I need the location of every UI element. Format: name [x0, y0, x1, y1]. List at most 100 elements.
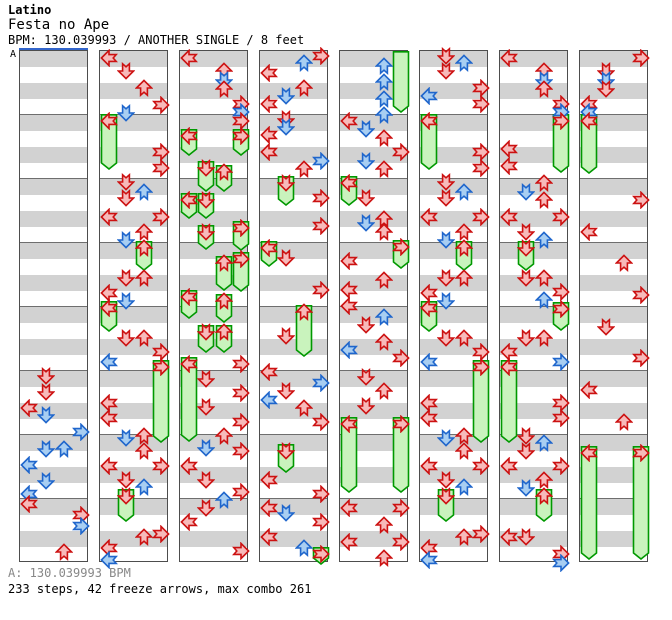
note-arrow-down: [37, 383, 56, 401]
note-arrow-down: [277, 327, 296, 345]
note-arrow-down: [357, 316, 376, 334]
note-arrow-down: [517, 427, 536, 445]
note-arrow-up: [454, 329, 473, 347]
note-arrow-up: [294, 539, 313, 557]
note-arrow-left: [100, 409, 118, 427]
note-arrow-left: [100, 457, 118, 475]
category-title: Latino: [8, 3, 52, 17]
note-arrow-up: [294, 399, 313, 417]
note-arrow-up: [54, 543, 73, 561]
note-arrow-right: [231, 112, 250, 130]
note-arrow-right: [631, 349, 650, 367]
note-arrow-left: [500, 49, 518, 67]
note-arrow-left: [180, 288, 198, 306]
note-arrow-down: [277, 442, 296, 460]
note-arrow-left: [20, 399, 38, 417]
note-arrow-down: [357, 152, 376, 170]
note-arrow-down: [437, 189, 456, 207]
note-arrow-right: [471, 143, 490, 161]
note-arrow-down: [117, 471, 136, 489]
freeze-arrow-body: [100, 114, 118, 170]
note-arrow-up: [614, 413, 633, 431]
section-label: A: [10, 49, 17, 60]
note-arrow-right: [551, 554, 570, 572]
measure-column: [579, 49, 650, 562]
note-arrow-right: [471, 358, 490, 376]
note-arrow-right: [311, 374, 330, 392]
note-arrow-right: [311, 189, 330, 207]
note-arrow-right: [71, 517, 90, 535]
note-arrow-left: [580, 444, 598, 462]
note-arrow-down: [197, 471, 216, 489]
note-arrow-left: [260, 239, 278, 257]
note-arrow-left: [420, 284, 438, 302]
freeze-arrow-body: [180, 357, 198, 442]
note-arrow-right: [391, 143, 410, 161]
note-arrow-down: [517, 269, 536, 287]
note-arrow-left: [100, 394, 118, 412]
note-arrow-up: [374, 223, 393, 241]
footer-bpm-text: A: 130.039993 BPM: [8, 566, 131, 580]
note-arrow-down: [597, 62, 616, 80]
note-arrow-down: [517, 329, 536, 347]
note-arrow-up: [374, 210, 393, 228]
note-arrow-left: [260, 391, 278, 409]
note-arrow-down: [197, 499, 216, 517]
note-arrow-down: [197, 323, 216, 341]
note-arrow-left: [20, 456, 38, 474]
note-arrow-left: [100, 299, 118, 317]
note-arrow-left: [100, 208, 118, 226]
freeze-arrow-body: [580, 446, 598, 560]
note-arrow-down: [37, 472, 56, 490]
note-arrow-left: [260, 471, 278, 489]
note-arrow-up: [374, 549, 393, 567]
note-arrow-up: [214, 491, 233, 509]
measure-column: [499, 49, 570, 572]
freeze-arrow-body: [392, 51, 410, 113]
note-arrow-right: [311, 413, 330, 431]
note-arrow-up: [214, 427, 233, 445]
note-arrow-left: [340, 297, 358, 315]
note-arrow-down: [357, 214, 376, 232]
note-arrow-left: [20, 495, 38, 513]
note-arrow-down: [197, 191, 216, 209]
note-arrow-up: [134, 478, 153, 496]
note-arrow-down: [437, 231, 456, 249]
note-arrow-right: [151, 457, 170, 475]
note-arrow-up: [534, 269, 553, 287]
note-arrow-right: [471, 208, 490, 226]
note-arrow-up: [214, 292, 233, 310]
note-arrow-left: [420, 353, 438, 371]
note-arrow-up: [134, 239, 153, 257]
note-arrow-up: [134, 528, 153, 546]
note-arrow-right: [471, 457, 490, 475]
note-arrow-right: [311, 47, 330, 65]
measure-column: [259, 47, 330, 565]
note-arrow-down: [117, 231, 136, 249]
note-arrow-left: [260, 528, 278, 546]
note-arrow-up: [454, 239, 473, 257]
freeze-arrow-body: [152, 360, 170, 443]
note-arrow-left: [340, 533, 358, 551]
freeze-arrow-body: [472, 360, 490, 443]
note-arrow-right: [231, 384, 250, 402]
note-arrow-right: [471, 79, 490, 97]
note-arrow-right: [151, 208, 170, 226]
song-meta: BPM: 130.039993 / ANOTHER SINGLE / 8 fee…: [8, 33, 305, 47]
note-arrow-right: [391, 349, 410, 367]
note-arrow-down: [37, 367, 56, 385]
note-arrow-up: [374, 90, 393, 108]
note-arrow-up: [454, 223, 473, 241]
note-arrow-left: [260, 363, 278, 381]
note-arrow-down: [197, 398, 216, 416]
note-arrow-left: [500, 528, 518, 546]
note-arrow-left: [580, 381, 598, 399]
note-arrow-down: [117, 189, 136, 207]
note-arrow-up: [374, 516, 393, 534]
note-arrow-down: [437, 269, 456, 287]
note-arrow-left: [100, 284, 118, 302]
note-arrow-up: [374, 129, 393, 147]
measure-column: [99, 49, 170, 569]
note-arrow-down: [437, 62, 456, 80]
note-arrow-up: [134, 183, 153, 201]
